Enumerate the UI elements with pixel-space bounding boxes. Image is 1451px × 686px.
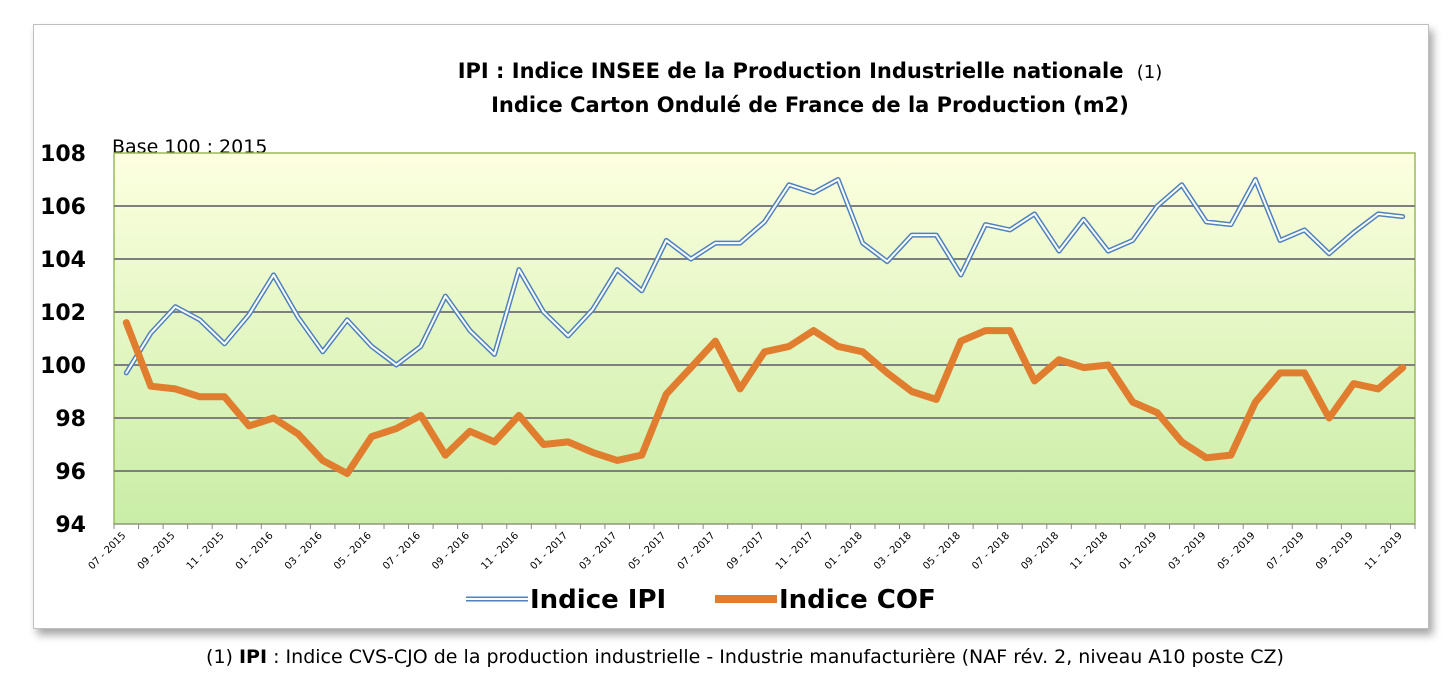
gridlines — [114, 205, 1415, 472]
chart-title-main: IPI : Indice INSEE de la Production Indu… — [458, 59, 1124, 83]
series-line-inner — [125, 178, 1404, 374]
x-tick-label: 11 - 2017 — [774, 530, 816, 572]
x-tick-label: 05 - 2017 — [627, 530, 669, 572]
x-tick-label: 01 - 2017 — [528, 530, 570, 572]
series-line — [122, 319, 1407, 478]
x-tick-label: 09 - 2019 — [1314, 530, 1356, 572]
footnote-bold: IPI — [238, 646, 268, 668]
x-tick-label: 01 - 2019 — [1118, 530, 1160, 572]
series-indice-cof — [122, 319, 1407, 478]
plot-area — [113, 152, 1416, 525]
legend-item: Indice COF — [715, 585, 936, 615]
x-tick-label: 11 - 2019 — [1363, 530, 1405, 572]
legend-item: Indice IPI — [466, 585, 666, 615]
x-tick-label: 07 - 2016 — [381, 530, 423, 572]
x-tick-label: 11 - 2018 — [1068, 530, 1110, 572]
y-tick-label: 102 — [40, 301, 86, 326]
y-tick-label: 98 — [55, 407, 86, 432]
x-tick-label: 03 - 2019 — [1167, 530, 1209, 572]
legend-label: Indice COF — [779, 585, 936, 615]
footnote-text: : Indice CVS-CJO de la production indust… — [267, 646, 1284, 668]
footnote: (1) IPI : Indice CVS-CJO de la productio… — [0, 646, 1451, 668]
chart-frame: IPI : Indice INSEE de la Production Indu… — [33, 24, 1429, 629]
x-tick-label: 01 - 2016 — [234, 530, 276, 572]
x-tick-label: 07 - 2017 — [676, 530, 718, 572]
legend-label: Indice IPI — [530, 585, 666, 615]
x-tick-label: 05 - 2018 — [921, 530, 963, 572]
x-tick-label: 01 - 2018 — [823, 530, 865, 572]
x-axis: 07 - 2015 09 - 2015 11 - 2015 01 - 2016 03 -… — [87, 523, 1416, 572]
y-tick-label: 100 — [40, 354, 86, 379]
y-tick-label: 96 — [55, 460, 86, 485]
footnote-prefix: (1) — [206, 646, 239, 668]
series — [122, 177, 1407, 478]
chart: IPI : Indice INSEE de la Production Indu… — [40, 59, 1416, 615]
x-tick-label: 03 - 2017 — [578, 530, 620, 572]
x-tick-label: 09 - 2015 — [136, 530, 178, 572]
x-tick-label: 11 - 2015 — [185, 530, 227, 572]
legend: Indice IPI Indice COF — [466, 585, 936, 615]
x-tick-label: 09 - 2017 — [725, 530, 767, 572]
chart-subtitle: Indice Carton Ondulé de France de la Pro… — [491, 93, 1129, 117]
series-indice-ipi — [123, 177, 1406, 376]
y-tick-label: 108 — [40, 142, 86, 167]
y-tick-label: 104 — [40, 248, 86, 273]
x-tick-label: 05 - 2016 — [332, 530, 374, 572]
x-tick-label: 09 - 2016 — [430, 530, 472, 572]
chart-title-line1: IPI : Indice INSEE de la Production Indu… — [458, 59, 1163, 83]
y-tick-label: 94 — [55, 513, 86, 538]
x-tick-label: 05 - 2019 — [1216, 530, 1258, 572]
x-tick-label: 07 - 2015 — [87, 530, 129, 572]
x-tick-label: 03 - 2016 — [283, 530, 325, 572]
chart-title-note: (1) — [1137, 62, 1163, 83]
x-tick-label: 07 - 2019 — [1265, 530, 1307, 572]
x-tick-label: 07 - 2018 — [970, 530, 1012, 572]
y-tick-label: 106 — [40, 195, 86, 220]
x-tick-label: 09 - 2018 — [1019, 530, 1061, 572]
x-tick-label: 03 - 2018 — [872, 530, 914, 572]
x-tick-label: 11 - 2016 — [479, 530, 521, 572]
y-axis: 94 96 98 100 102 104 106 108 — [40, 142, 86, 538]
